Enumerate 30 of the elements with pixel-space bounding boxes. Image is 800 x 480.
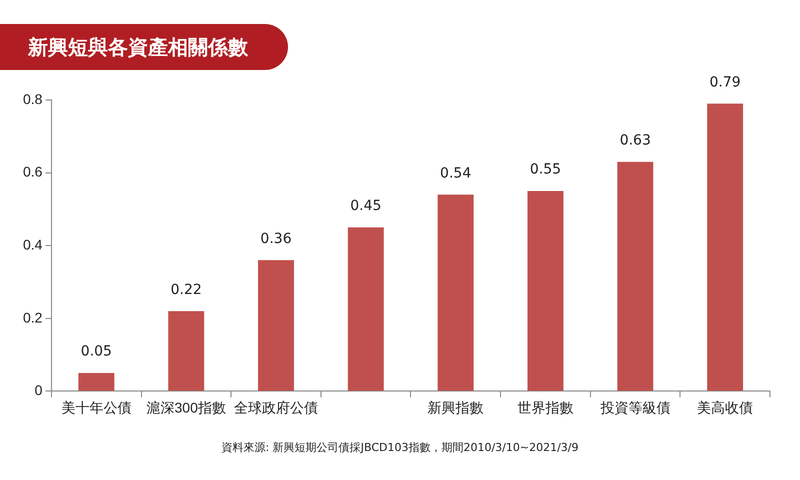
y-tick-label: 0.4: [22, 236, 43, 252]
data-label: 0.05: [80, 344, 112, 360]
x-tick-label: 投資等級債: [599, 399, 670, 416]
bar: [707, 104, 744, 391]
chart-title: 新興短與各資產相關係數: [0, 24, 288, 70]
y-tick-label: 0.8: [22, 90, 43, 107]
bar: [78, 373, 114, 391]
bar: [348, 227, 384, 391]
data-label: 0.63: [620, 132, 651, 149]
data-label: 0.36: [260, 230, 292, 247]
bar: [527, 191, 564, 391]
data-label: 0.54: [440, 165, 472, 182]
bar: [258, 260, 294, 391]
x-tick-label: 世界指數: [517, 399, 574, 416]
data-label: 0.45: [350, 198, 382, 214]
y-tick-label: 0: [34, 382, 43, 398]
bar: [617, 162, 654, 391]
data-label: 0.79: [710, 74, 741, 90]
x-tick-label: 美高收債: [697, 399, 754, 416]
x-tick-label: 滬深300指數: [146, 399, 226, 416]
source-note: 資料來源: 新興短期公司債採JBCD103指數，期間2010/3/10~2021/3/9: [220, 440, 580, 455]
y-tick-label: 0.6: [22, 164, 43, 180]
y-tick-label: 0.2: [22, 309, 43, 326]
bar: [168, 311, 204, 391]
x-tick-label: 美十年公債: [61, 399, 132, 416]
data-label: 0.55: [530, 162, 562, 178]
x-tick-label: 新興指數: [428, 399, 484, 416]
bar: [438, 194, 474, 391]
data-label: 0.22: [170, 282, 202, 298]
x-tick-label: 全球政府公債: [234, 399, 318, 416]
